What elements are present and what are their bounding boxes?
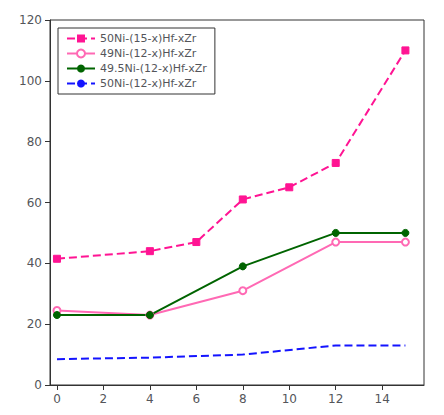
svg-text:0: 0 bbox=[34, 378, 42, 392]
svg-text:4: 4 bbox=[146, 392, 154, 406]
svg-text:50Ni-(12-x)Hf-xZr: 50Ni-(12-x)Hf-xZr bbox=[100, 77, 197, 90]
svg-text:0: 0 bbox=[53, 392, 61, 406]
svg-text:2: 2 bbox=[100, 392, 108, 406]
svg-text:8: 8 bbox=[239, 392, 247, 406]
svg-text:20: 20 bbox=[27, 317, 42, 331]
svg-text:100: 100 bbox=[19, 74, 42, 88]
svg-text:50Ni-(15-x)Hf-xZr: 50Ni-(15-x)Hf-xZr bbox=[100, 32, 197, 45]
svg-text:10: 10 bbox=[282, 392, 297, 406]
svg-text:49Ni-(12-x)Hf-xZr: 49Ni-(12-x)Hf-xZr bbox=[100, 47, 197, 60]
svg-text:14: 14 bbox=[375, 392, 390, 406]
svg-text:80: 80 bbox=[27, 135, 42, 149]
svg-text:12: 12 bbox=[328, 392, 343, 406]
svg-text:60: 60 bbox=[27, 196, 42, 210]
svg-text:40: 40 bbox=[27, 256, 42, 270]
svg-text:120: 120 bbox=[19, 13, 42, 27]
svg-text:6: 6 bbox=[193, 392, 201, 406]
svg-text:49.5Ni-(12-x)Hf-xZr: 49.5Ni-(12-x)Hf-xZr bbox=[100, 62, 207, 75]
